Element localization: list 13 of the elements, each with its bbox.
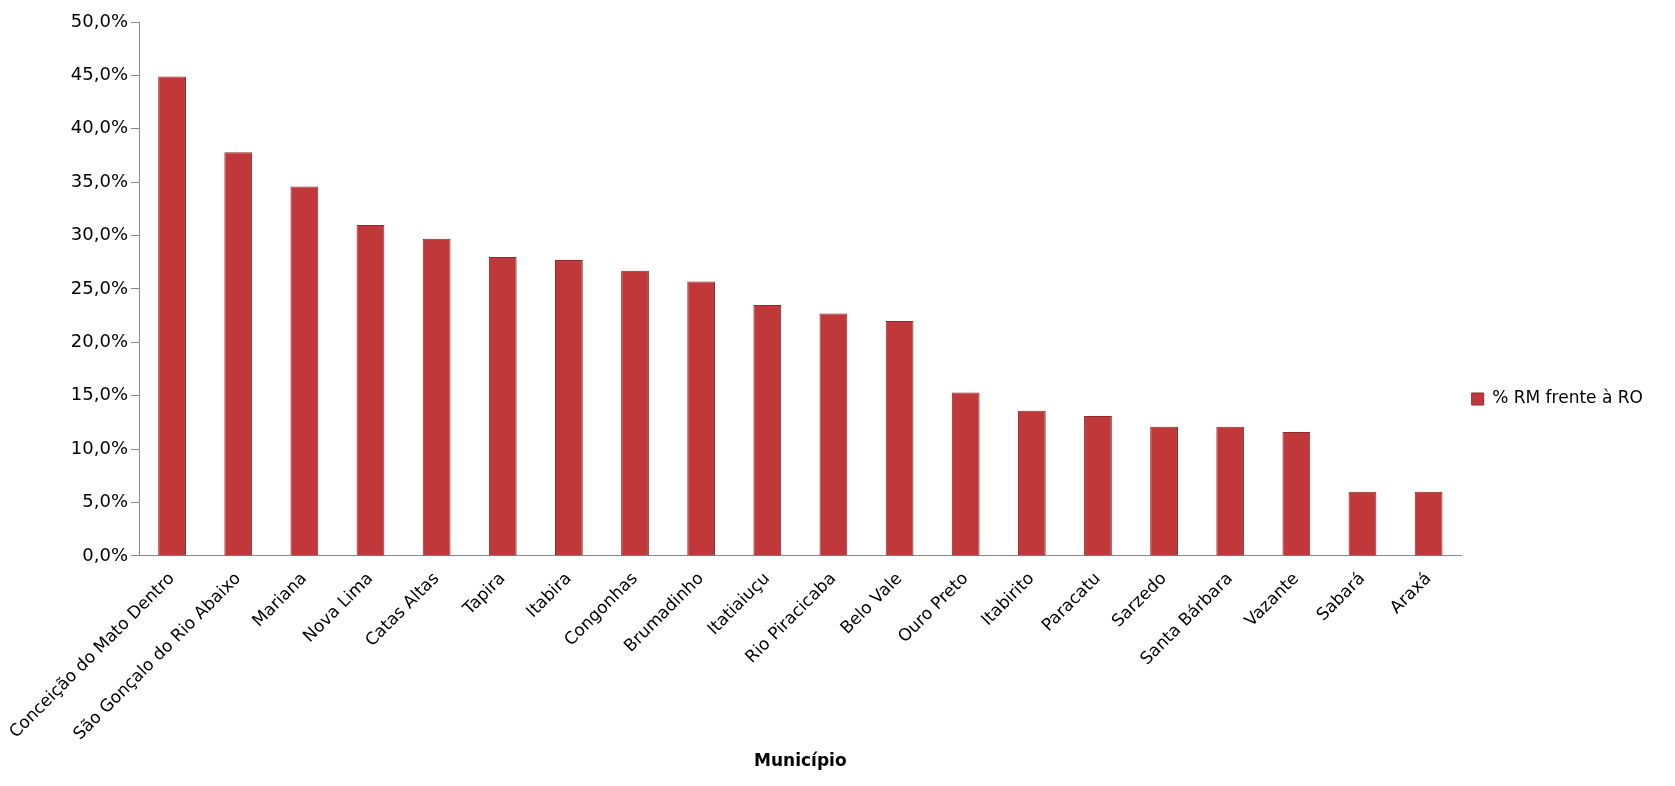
x-axis-title: Município: [754, 750, 847, 771]
y-tick-label: 0,0%: [82, 543, 129, 565]
y-tick-label: 30,0%: [70, 223, 129, 245]
y-tick-label: 50,0%: [70, 9, 129, 31]
y-tick-label: 5,0%: [82, 490, 129, 512]
y-tick-label: 25,0%: [70, 276, 129, 298]
y-tick-label: 15,0%: [70, 383, 129, 405]
y-tick-label: 35,0%: [70, 169, 129, 191]
y-tick-label: 20,0%: [70, 330, 129, 352]
y-tick-label: 45,0%: [70, 63, 129, 85]
y-tick-label: 10,0%: [70, 436, 129, 458]
legend-label: % RM frente à RO: [1492, 387, 1644, 408]
y-tick-label: 40,0%: [70, 116, 129, 138]
